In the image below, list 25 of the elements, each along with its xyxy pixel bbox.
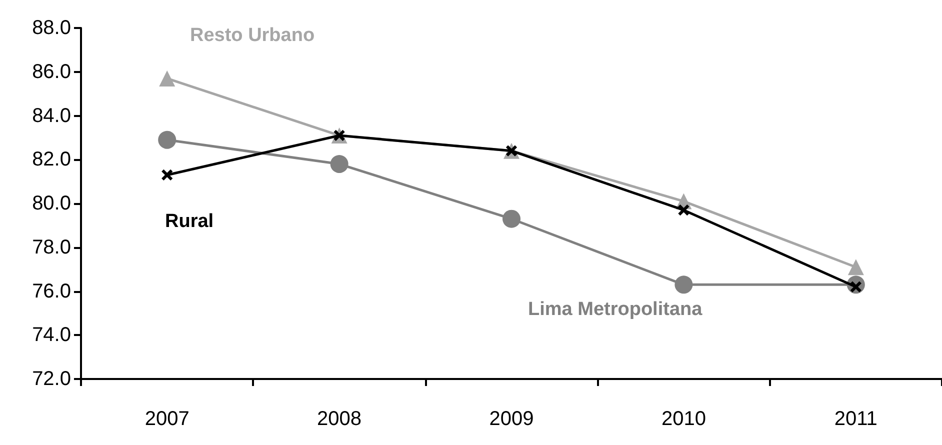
x-tick-label: 2009 <box>489 408 534 430</box>
point <box>330 155 348 174</box>
series-label: Lima Metropolitana <box>528 299 703 320</box>
y-tick-label: 86.0 <box>32 60 71 83</box>
y-tick-label: 88.0 <box>32 17 71 39</box>
y-tick-label: 80.0 <box>32 192 71 214</box>
x-tick-label: 2007 <box>144 408 190 430</box>
point <box>159 70 176 86</box>
point <box>674 276 693 294</box>
point <box>678 204 690 216</box>
y-tick-label: 72.0 <box>32 368 71 390</box>
x-tick-label: 2008 <box>317 408 362 430</box>
series-label: Resto Urbano <box>190 25 315 46</box>
y-tick-label: 82.0 <box>32 148 71 171</box>
y-tick-label: 76.0 <box>32 280 71 302</box>
series-label: Rural <box>165 211 214 232</box>
x-tick-label: 2010 <box>661 408 706 430</box>
y-tick-label: 74.0 <box>32 324 71 346</box>
y-tick-label: 78.0 <box>32 236 71 258</box>
y-tick-label: 84.0 <box>32 104 71 127</box>
point <box>158 130 176 149</box>
point <box>502 210 520 228</box>
point <box>848 259 864 276</box>
x-tick-label: 2011 <box>834 408 878 430</box>
point <box>161 168 174 181</box>
